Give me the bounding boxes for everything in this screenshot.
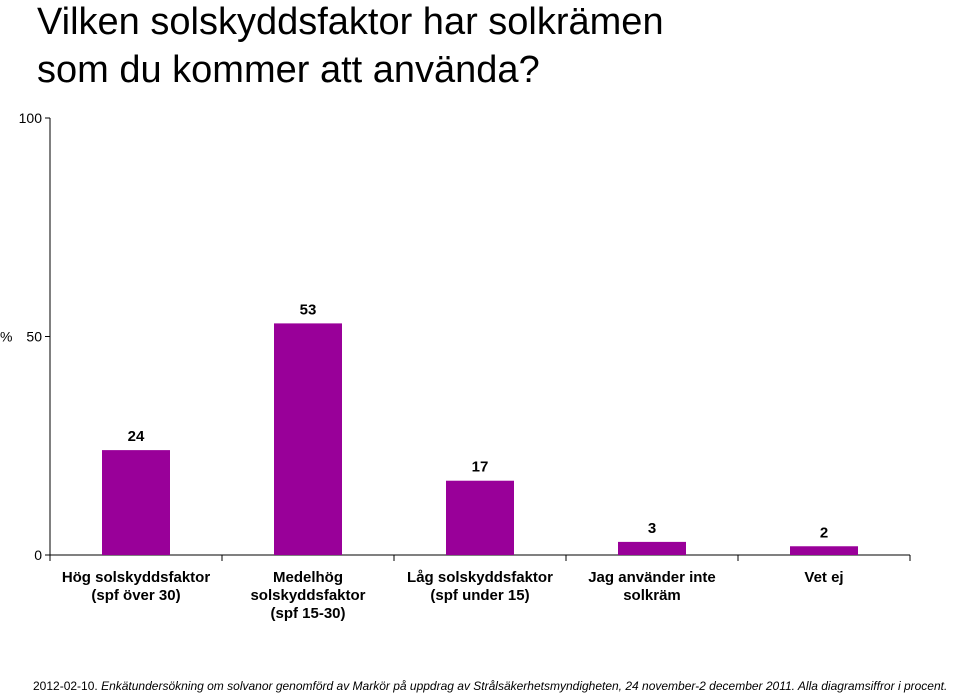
- bar-value-label-5: 2: [820, 524, 828, 541]
- bar-2: [274, 323, 342, 555]
- bar-value-label-1: 24: [128, 428, 145, 445]
- x-tick-label-3: Låg solskyddsfaktor (spf under 15): [407, 569, 553, 604]
- bar-chart: 0 50 100% 24 Hög solskyddsfaktor (spf över 30…: [0, 110, 911, 622]
- x-tick-label-1: Hög solskyddsfaktor (spf över 30): [62, 569, 211, 604]
- chart-title: Vilken solskyddsfaktor har solkrämen som…: [37, 0, 937, 94]
- footer-date: 2012-02-10.: [33, 679, 98, 693]
- y-tick-label-100: 100: [19, 110, 43, 126]
- bar-value-label-2: 53: [300, 301, 317, 318]
- x-tick-label-2: Medelhög solskyddsfaktor (spf 15-30): [250, 569, 365, 622]
- bar-4: [618, 541, 686, 555]
- y-tick-label-0: 0: [34, 547, 42, 563]
- y-tick-label-50: 50: [26, 329, 42, 345]
- y-axis-label: %: [0, 329, 12, 345]
- x-tick-label-5: Vet ej: [804, 569, 843, 586]
- bar-5: [790, 546, 858, 555]
- bar-3: [446, 480, 514, 555]
- bar-1: [102, 450, 170, 555]
- bar-value-label-4: 3: [648, 520, 656, 537]
- footer-note: 2012-02-10. Enkätundersökning om solvano…: [33, 679, 958, 693]
- chart-title-line-1: Vilken solskyddsfaktor har solkrämen: [37, 1, 664, 43]
- footer-text: Enkätundersökning om solvanor genomförd …: [101, 679, 948, 693]
- bar-value-label-3: 17: [472, 459, 489, 476]
- chart-title-line-2: som du kommer att använda?: [37, 49, 540, 91]
- x-tick-label-4: Jag använder inte solkräm: [588, 569, 716, 604]
